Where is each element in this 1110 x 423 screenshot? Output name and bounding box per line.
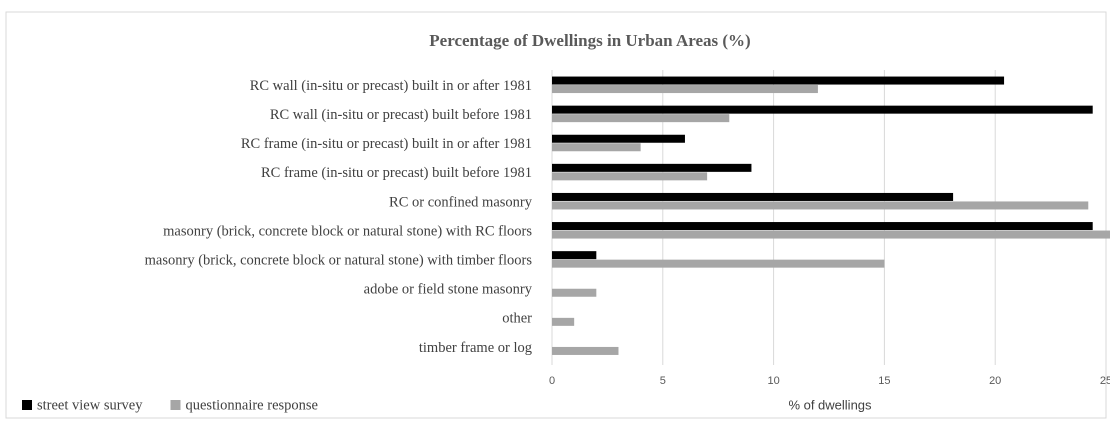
y-tick-label: RC wall (in-situ or precast) built in or… xyxy=(250,78,532,94)
bar xyxy=(552,172,708,181)
legend-label: questionnaire response xyxy=(186,397,318,413)
x-tick-label: 0 xyxy=(549,375,555,387)
chart-border xyxy=(5,11,1107,419)
bar xyxy=(552,222,1093,231)
bar xyxy=(552,76,1005,85)
x-tick-label: 20 xyxy=(989,375,1001,387)
x-tick-label: 10 xyxy=(767,375,779,387)
bar xyxy=(552,251,597,260)
bar xyxy=(552,85,818,94)
y-tick-label: RC frame (in-situ or precast) built befo… xyxy=(261,165,532,181)
chart-title: Percentage of Dwellings in Urban Areas (… xyxy=(429,31,750,50)
bar xyxy=(552,317,575,326)
legend-swatch xyxy=(22,400,32,410)
y-tick-label: RC wall (in-situ or precast) built befor… xyxy=(270,107,532,123)
bar xyxy=(552,134,685,143)
bar xyxy=(552,230,1110,239)
legend-swatch xyxy=(170,400,181,410)
bar xyxy=(552,201,1089,210)
bar xyxy=(552,346,619,355)
y-tick-label: masonry (brick, concrete block or natura… xyxy=(145,252,533,268)
y-tick-label: RC frame (in-situ or precast) built in o… xyxy=(241,136,532,152)
x-tick-label: 5 xyxy=(660,375,666,387)
bar xyxy=(552,163,752,172)
bar xyxy=(552,259,885,268)
x-tick-label: 25 xyxy=(1100,375,1110,387)
x-tick-label: 15 xyxy=(878,375,890,387)
y-tick-label: masonry (brick, concrete block or natura… xyxy=(163,223,532,239)
legend-label: street view survey xyxy=(37,397,143,413)
y-tick-label: adobe or field stone masonry xyxy=(364,282,533,298)
y-tick-label: timber frame or log xyxy=(419,340,532,356)
x-axis-title: % of dwellings xyxy=(788,397,872,412)
bar xyxy=(552,105,1093,114)
y-tick-label: other xyxy=(502,311,532,327)
bar xyxy=(552,143,641,152)
bar xyxy=(552,288,597,297)
bar xyxy=(552,192,954,201)
bar xyxy=(552,114,730,123)
y-tick-label: RC or confined masonry xyxy=(389,194,533,210)
